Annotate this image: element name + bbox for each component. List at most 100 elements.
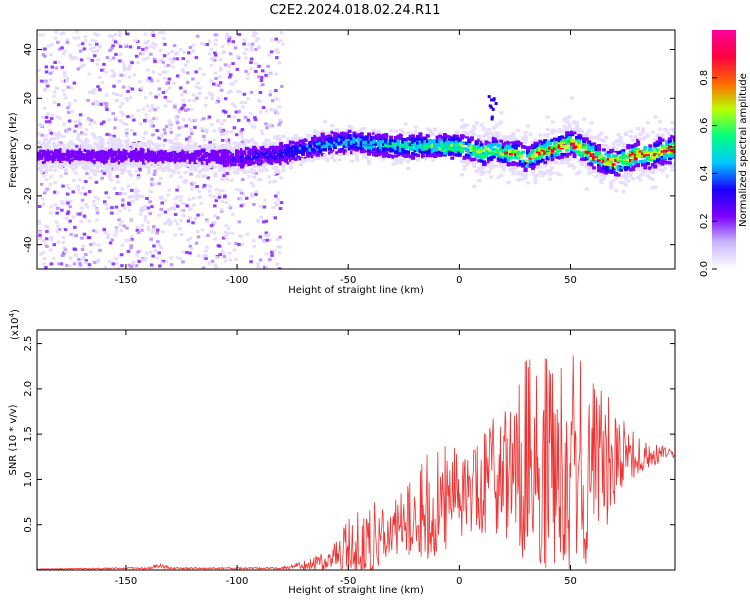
spectrogram-cell <box>169 152 173 156</box>
spectrogram-cell <box>389 138 394 142</box>
spectrogram-cell <box>614 140 619 144</box>
spectrogram-cell <box>153 60 157 63</box>
spectrogram-cell <box>648 148 653 152</box>
spectrogram-cell <box>242 203 246 206</box>
spectrogram-cell <box>166 163 171 167</box>
spectrogram-cell <box>467 159 472 163</box>
spectrogram-cell <box>135 228 140 232</box>
spectrogram-cell <box>367 146 372 150</box>
spectrogram-cell <box>273 216 277 220</box>
spectrogram-cell <box>49 150 54 154</box>
spectrogram-cell <box>565 148 570 152</box>
spectrogram-cell <box>636 154 641 158</box>
spectrogram-cell <box>146 40 150 43</box>
spectrogram-cell <box>274 143 279 147</box>
spectrogram-cell <box>240 159 244 163</box>
spectrogram-cell <box>218 146 222 150</box>
spectrogram-cell <box>623 166 628 170</box>
spectrogram-cell <box>518 172 523 176</box>
spectrogram-cell <box>179 219 183 223</box>
spectrogram-cell <box>210 152 215 156</box>
spectrogram-cell <box>496 144 501 148</box>
spectrogram-cell <box>660 147 665 151</box>
spectrogram-cell <box>49 117 54 121</box>
spectrogram-cell <box>641 172 645 176</box>
spectrogram-cell <box>84 128 89 132</box>
spectrogram-cell <box>262 147 266 151</box>
spectrogram-cell <box>594 151 599 155</box>
spectrogram-cell <box>628 171 633 175</box>
spectrogram-cell <box>425 150 430 154</box>
spectrogram-cell <box>171 158 176 162</box>
spectrogram-cell <box>55 133 59 137</box>
spectrogram-cell <box>119 220 124 224</box>
spectrogram-cell <box>136 195 140 198</box>
spectrogram-cell <box>484 140 489 144</box>
spectrogram-cell <box>614 158 619 163</box>
spectrogram-cell <box>183 147 188 151</box>
spectrogram-cell <box>61 143 66 147</box>
spectrogram-cell <box>482 146 486 150</box>
spectrogram-cell <box>599 161 604 165</box>
spectrogram-cell <box>496 158 501 163</box>
spectrogram-cell <box>205 152 210 156</box>
spectrogram-cell <box>200 127 204 131</box>
spectrogram-cell <box>376 133 381 137</box>
spectrogram-cell <box>88 176 93 180</box>
spectrogram-cell <box>215 154 220 158</box>
spectrogram-cell <box>127 195 132 199</box>
spectrogram-cell <box>176 149 181 153</box>
spectrogram-cell <box>261 106 266 109</box>
spectrogram-cell <box>107 138 112 142</box>
spectrogram-cell <box>222 164 227 168</box>
spectrogram-cell <box>658 168 663 172</box>
spectrogram-cell <box>489 164 494 169</box>
spectrogram-cell <box>145 197 149 200</box>
spectrogram-cell <box>601 159 606 163</box>
spectrogram-cell <box>156 161 161 165</box>
spectrogram-cell <box>200 161 205 165</box>
spectrogram-cell <box>196 235 201 239</box>
spectrogram-cell <box>77 178 82 182</box>
spectrogram-cell <box>56 143 61 147</box>
spectrogram-cell <box>38 33 43 37</box>
spectrogram-cell <box>90 132 95 136</box>
spectrogram-cell <box>62 71 67 75</box>
spectrogram-cell <box>604 152 609 156</box>
spectrogram-cell <box>440 151 445 155</box>
spectrogram-cell <box>127 263 132 267</box>
spectrogram-cell <box>39 162 44 166</box>
spectrogram-cell <box>513 155 518 159</box>
spectrogram-cell <box>655 133 660 137</box>
spectrogram-cell <box>577 135 582 140</box>
spectrogram-cell <box>169 220 173 224</box>
spectrogram-cell <box>126 90 130 93</box>
spectrogram-cell <box>406 131 411 135</box>
spectrogram-cell <box>425 146 430 151</box>
spectrogram-cell <box>191 221 195 225</box>
spectrogram-cell <box>44 163 49 167</box>
spectrogram-cell <box>592 146 597 150</box>
spectrogram-cell <box>570 142 575 146</box>
spectrogram-cell <box>467 144 472 148</box>
spectrogram-cell <box>78 152 83 156</box>
spectrogram-cell <box>543 164 548 168</box>
spectrogram-cell <box>301 142 306 146</box>
spectrogram-cell <box>181 147 186 151</box>
spectrogram-cell <box>582 161 587 165</box>
spectrogram-cell <box>433 151 438 155</box>
spectrogram-cell <box>367 132 372 136</box>
spectrogram-cell <box>352 150 357 155</box>
spectrogram-cell <box>462 123 467 127</box>
spectrogram-cell <box>171 169 176 173</box>
spectrogram-cell <box>39 252 43 256</box>
spectrogram-cell <box>567 115 572 119</box>
spectrogram-cell <box>151 159 156 163</box>
spectrogram-cell <box>193 168 198 172</box>
spectrogram-cell <box>65 212 70 216</box>
spectrogram-cell <box>276 159 281 163</box>
spectrogram-cell <box>491 126 496 130</box>
spectrogram-cell <box>460 125 464 129</box>
spectrogram-cell <box>186 150 191 155</box>
spectrogram-cell <box>262 142 266 146</box>
